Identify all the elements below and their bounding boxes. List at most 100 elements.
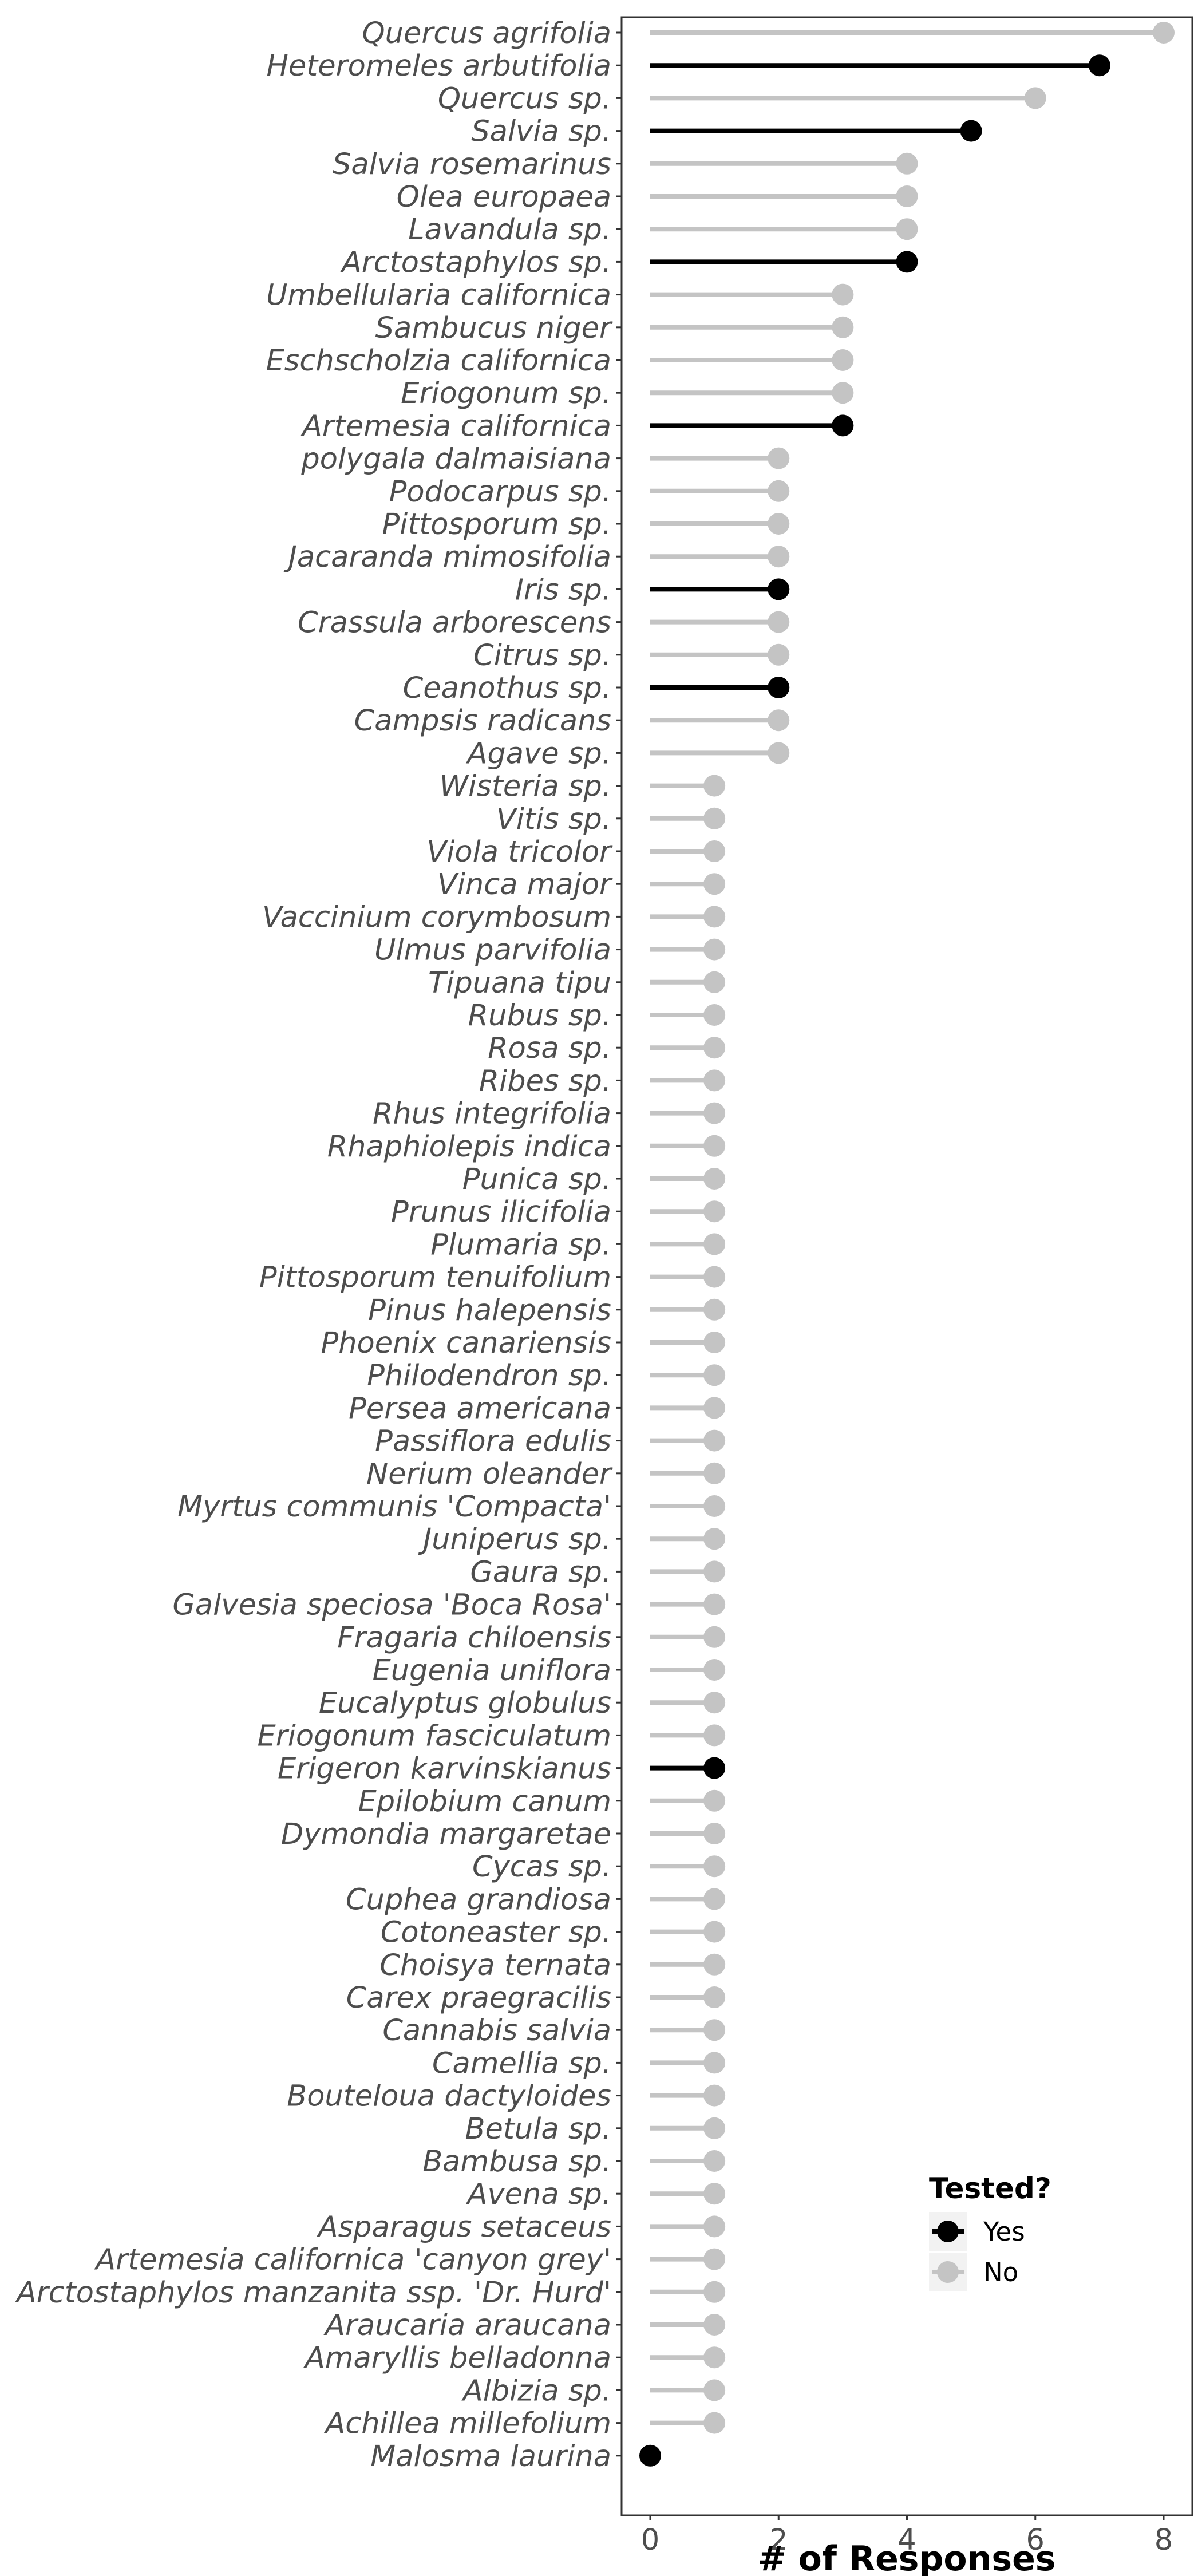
data-point [703,2248,726,2270]
data-point [703,938,726,961]
category-label: Camellia sp. [432,2046,611,2080]
data-point [1024,87,1046,109]
x-axis-title: # of Responses [758,2539,1056,2576]
category-label: Eriogonum sp. [401,377,611,410]
data-point [703,2346,726,2369]
category-label: Juniperus sp. [418,1523,611,1556]
category-label: Rhaphiolepis indica [327,1130,611,1164]
data-point [703,1757,726,1779]
category-label: Cotoneaster sp. [381,1916,611,1950]
category-label: Cycas sp. [472,1850,611,1884]
data-point [703,1037,726,1059]
data-point [896,218,918,240]
data-point [703,1266,726,1288]
data-point [703,1921,726,1943]
data-point [896,152,918,175]
data-point [703,1200,726,1223]
data-point [703,2052,726,2074]
data-point [768,546,790,568]
data-point [703,1298,726,1321]
data-point [703,1462,726,1484]
data-point [703,1397,726,1419]
data-point [703,1495,726,1517]
data-point [639,2444,661,2467]
data-point [703,2084,726,2107]
category-label: Albizia sp. [461,2374,611,2408]
data-point [703,1528,726,1550]
category-label: Quercus agrifolia [362,17,611,50]
data-point [703,2281,726,2303]
category-label: Ribes sp. [479,1064,611,1098]
data-point [832,283,854,306]
category-label: Eschscholzia californica [266,344,611,378]
data-point [1153,22,1175,44]
data-point [703,1888,726,1910]
category-label: Jacaranda mimosifolia [283,540,611,574]
data-point [703,1692,726,1714]
data-point [703,775,726,797]
data-point [768,578,790,600]
data-point [1088,54,1110,77]
data-point [768,513,790,535]
data-point [703,1069,726,1092]
data-point [703,1102,726,1124]
category-label: Sambucus niger [375,311,613,345]
category-label: Heteromeles arbutifolia [267,49,612,83]
category-label: Eucalyptus globulus [319,1686,611,1720]
data-point [768,677,790,698]
category-label: Artemesia californica 'canyon grey' [94,2243,611,2277]
category-label: Pinus halepensis [368,1294,611,1327]
category-label: Ulmus parvifolia [374,934,611,967]
category-label: Olea europaea [397,180,611,214]
data-point [703,1986,726,2008]
points-layer [639,22,1175,2467]
data-point [703,840,726,862]
category-label: Rosa sp. [488,1032,611,1065]
data-point [832,414,854,437]
data-point [768,643,790,666]
data-point [703,1724,726,1747]
legend-label-yes: Yes [983,2217,1025,2247]
data-point [703,2183,726,2205]
category-label: Vitis sp. [496,803,611,836]
data-point [832,382,854,404]
data-point [896,251,918,273]
category-label: Ceanothus sp. [403,671,611,705]
category-label: Rhus integrifolia [373,1097,611,1131]
data-point [703,1168,726,1190]
category-label: Passiflora edulis [375,1425,611,1459]
category-label: Rubus sp. [468,999,611,1033]
category-label: Salvia rosemarinus [333,148,611,181]
category-label: Araucaria araucana [323,2309,611,2342]
data-point [703,1560,726,1583]
data-point [768,611,790,633]
data-point [703,1364,726,1386]
data-point [703,1789,726,1812]
category-label: Nerium oleander [366,1457,613,1491]
category-label: Eriogonum fasciculatum [258,1719,611,1753]
category-label: Bambusa sp. [422,2145,611,2179]
x-axis: 0 2 4 6 8 [641,2515,1173,2557]
data-point [703,1855,726,1878]
category-label: Crassula arborescens [298,606,611,640]
category-label: Vinca major [437,868,613,902]
category-label: Choisya ternata [379,1949,611,1982]
data-point [703,2117,726,2139]
category-label: Citrus sp. [473,639,611,673]
category-label: Achillea millefolium [323,2407,611,2441]
category-label: Prunus ilicifolia [391,1195,611,1229]
category-label: Philodendron sp. [367,1359,611,1393]
data-point [768,447,790,469]
data-point [703,873,726,895]
data-point [703,2379,726,2401]
data-point [703,1823,726,1844]
category-label: Lavandula sp. [408,213,611,247]
legend-title: Tested? [929,2172,1051,2205]
category-label: Agave sp. [466,737,611,771]
x-tick-label: 2 [769,2523,788,2557]
category-label: Campsis radicans [354,704,611,738]
category-label: polygala dalmaisiana [300,442,611,476]
category-label: Plumaria sp. [430,1228,611,1262]
